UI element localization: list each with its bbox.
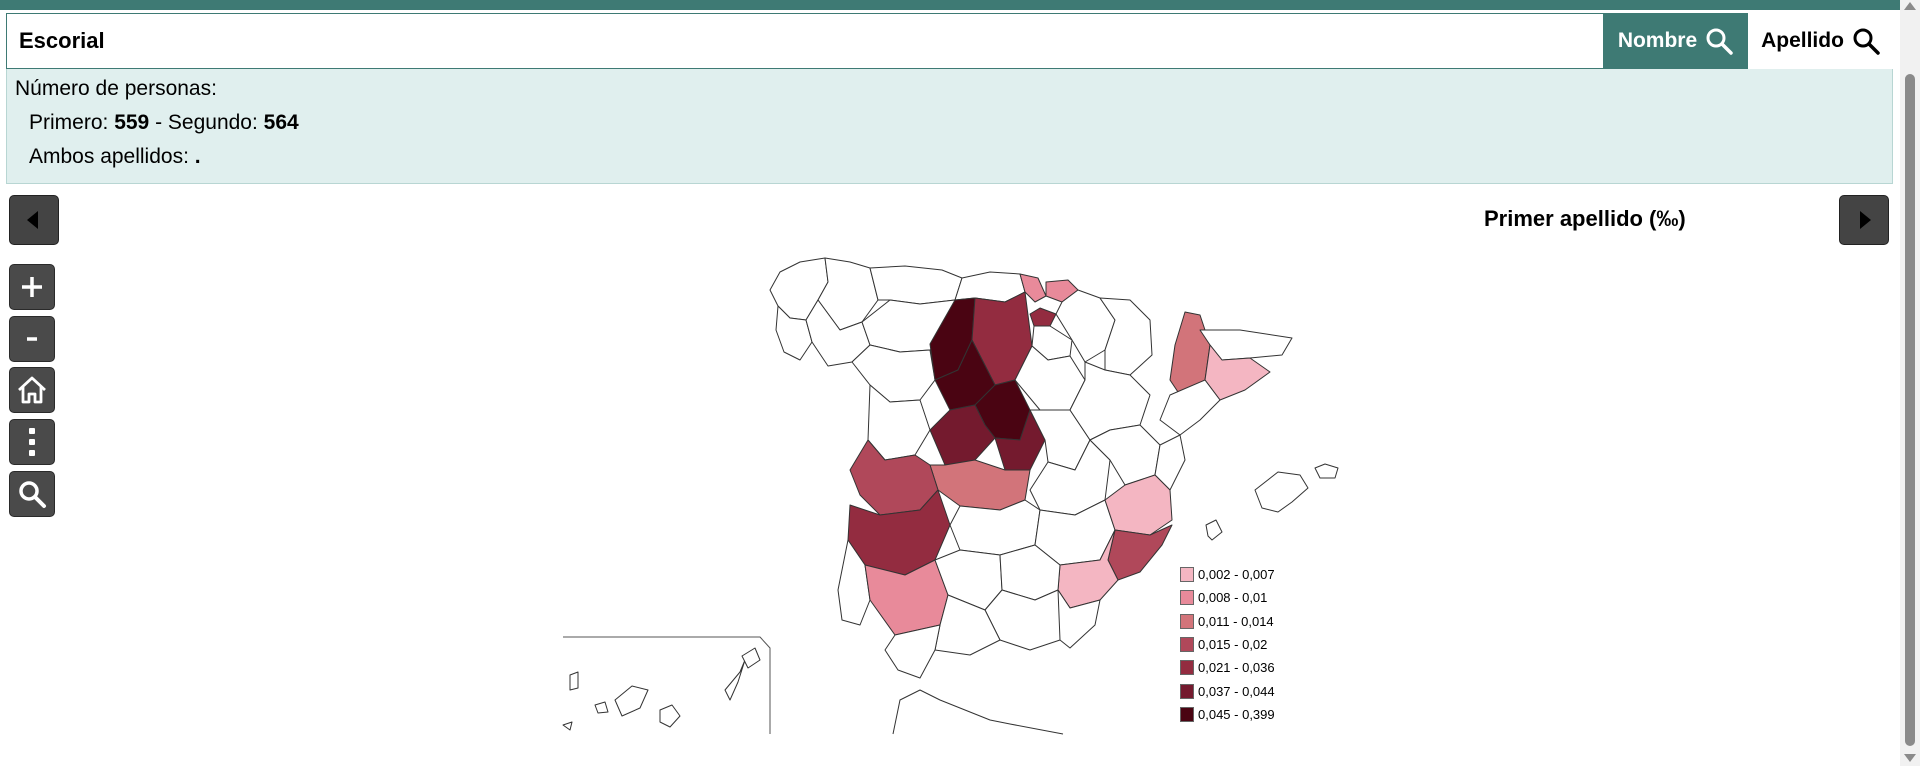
province-toledo [929, 459, 1031, 511]
island-ibiza [1205, 519, 1223, 541]
legend-label: 0,021 - 0,036 [1198, 660, 1275, 676]
home-icon [18, 376, 46, 404]
legend-label: 0,045 - 0,399 [1198, 706, 1275, 722]
both-surnames-label: Ambos apellidos: [29, 145, 195, 168]
first-surname-count: 559 [114, 111, 150, 134]
north-africa-outline [892, 689, 1064, 735]
scroll-down-icon[interactable] [1904, 754, 1916, 762]
map-legend: 0,002 - 0,007 0,008 - 0,01 0,011 - 0,014… [1180, 563, 1275, 726]
province-alava [1029, 307, 1057, 327]
first-surname-label: Primero: [29, 111, 115, 134]
plus-icon [22, 277, 42, 297]
zoom-in-button[interactable] [9, 264, 55, 310]
search-by-name-label: Nombre [1617, 29, 1698, 52]
legend-swatch [1180, 590, 1194, 606]
previous-map-button[interactable] [9, 195, 59, 245]
province-alicante [1107, 524, 1173, 581]
search-input[interactable] [7, 14, 1602, 68]
second-surname-count: 564 [263, 111, 299, 134]
legend-swatch [1180, 706, 1194, 722]
legend-item: 0,045 - 0,399 [1180, 703, 1275, 726]
search-by-surname-button[interactable]: Apellido [1748, 13, 1893, 69]
scroll-up-icon[interactable] [1904, 2, 1916, 10]
home-view-button[interactable] [9, 367, 55, 413]
legend-label: 0,037 - 0,044 [1198, 683, 1275, 699]
minus-icon [27, 337, 37, 341]
island-tenerife [614, 685, 649, 717]
island-fuerteventura [724, 659, 746, 701]
legend-item: 0,002 - 0,007 [1180, 563, 1275, 586]
province-asturias [869, 265, 963, 305]
island-menorca [1314, 463, 1339, 479]
province-valencia [1104, 474, 1173, 536]
people-count-heading: Número de personas: [15, 77, 217, 100]
island-la-palma [569, 671, 579, 691]
info-panel: Número de personas: Primero: 559 - Segun… [6, 69, 1893, 184]
legend-label: 0,002 - 0,007 [1198, 567, 1275, 583]
province-pontevedra [775, 305, 813, 361]
caret-right-icon [1860, 211, 1871, 229]
province-avila [929, 404, 996, 466]
legend-item: 0,015 - 0,02 [1180, 633, 1275, 656]
legend-item: 0,008 - 0,01 [1180, 586, 1275, 609]
search-by-name-button[interactable]: Nombre [1603, 13, 1748, 69]
search-icon [19, 481, 46, 508]
search-by-surname-label: Apellido [1761, 29, 1844, 52]
surname-counts: Primero: 559 - Segundo: 564 [29, 111, 299, 135]
province-almeria [1057, 589, 1101, 649]
more-options-button[interactable] [9, 419, 55, 465]
second-surname-label: - Segundo: [149, 111, 264, 134]
province-tarragona [1159, 379, 1221, 436]
caret-left-icon [27, 211, 38, 229]
map-title: Primer apellido (‰) [1484, 206, 1686, 231]
next-map-button[interactable] [1839, 195, 1889, 245]
legend-item: 0,021 - 0,036 [1180, 656, 1275, 679]
province-cadiz [884, 624, 941, 679]
island-lanzarote [741, 647, 761, 669]
island-la-gomera [594, 701, 609, 714]
scroll-thumb[interactable] [1905, 74, 1915, 746]
island-mallorca [1254, 471, 1309, 513]
vertical-scrollbar[interactable] [1900, 0, 1920, 766]
legend-swatch [1180, 683, 1194, 699]
both-surnames: Ambos apellidos: . [29, 145, 201, 169]
island-el-hierro [562, 721, 573, 731]
map-search-button[interactable] [9, 471, 55, 517]
legend-swatch [1180, 613, 1194, 629]
legend-label: 0,015 - 0,02 [1198, 637, 1268, 653]
search-icon [1706, 28, 1733, 55]
top-accent-bar [0, 0, 1920, 10]
zoom-out-button[interactable] [9, 316, 55, 362]
legend-label: 0,011 - 0,014 [1198, 613, 1274, 629]
search-bar: Nombre Apellido [6, 13, 1893, 69]
legend-swatch [1180, 660, 1194, 676]
legend-swatch [1180, 567, 1194, 583]
legend-label: 0,008 - 0,01 [1198, 590, 1268, 606]
legend-swatch [1180, 637, 1194, 653]
province-vizcaya [1019, 273, 1047, 303]
province-zamora [851, 344, 936, 403]
vertical-dots-icon [29, 428, 35, 456]
canary-islands-frame [563, 636, 771, 734]
search-icon [1853, 28, 1880, 55]
legend-item: 0,037 - 0,044 [1180, 679, 1275, 702]
both-surnames-count: . [194, 145, 201, 168]
legend-item: 0,011 - 0,014 [1180, 610, 1275, 633]
island-gran-canaria [659, 704, 681, 728]
